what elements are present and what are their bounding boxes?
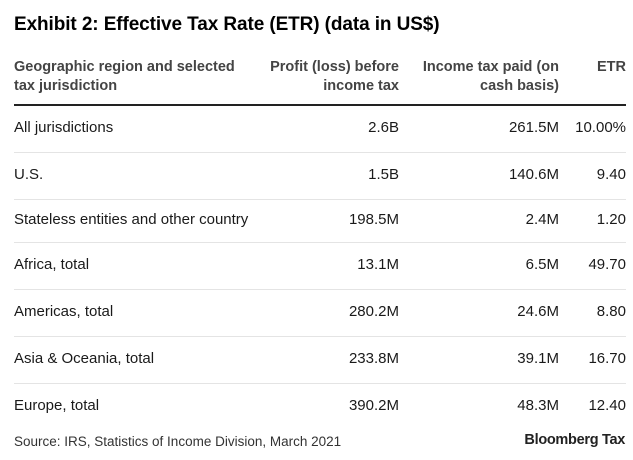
cell-region: Europe, total (14, 397, 100, 414)
cell-etr: 12.40 (588, 397, 626, 414)
cell-profit: 1.5B (254, 152, 399, 200)
header-income-tax: Income tax paid (on cash basis) (399, 58, 559, 106)
table-row: Asia & Oceania, total 233.8M 39.1M 16.70 (14, 336, 626, 384)
cell-region: Stateless entities and other country (14, 199, 254, 243)
cell-region: All jurisdictions (14, 105, 254, 153)
cell-income-tax: 6.5M (399, 242, 559, 290)
table-row: Stateless entities and other country 198… (14, 199, 626, 243)
cell-etr: 9.40 (559, 152, 626, 200)
table-row: All jurisdictions 2.6B 261.5M 10.00% (14, 105, 626, 153)
cell-etr: 49.70 (559, 242, 626, 290)
source-note: Source: IRS, Statistics of Income Divisi… (14, 434, 342, 449)
table-row: Europe, total 390.2M 48.3M 12.40 (14, 384, 626, 431)
cell-profit: 2.6B (254, 105, 399, 153)
cell-etr: 1.20 (559, 199, 626, 243)
cell-etr: 10.00% (559, 105, 626, 153)
cell-profit: 390.2M (348, 397, 399, 414)
cell-income-tax: 24.6M (399, 289, 559, 337)
cell-region: Africa, total (14, 242, 254, 290)
exhibit-title: Exhibit 2: Effective Tax Rate (ETR) (dat… (14, 14, 440, 35)
header-profit: Profit (loss) before income tax (254, 58, 399, 106)
cell-region: U.S. (14, 152, 254, 200)
cell-etr: 8.80 (559, 289, 626, 337)
cell-region: Americas, total (14, 289, 254, 337)
cell-etr: 16.70 (559, 336, 626, 384)
cell-profit: 13.1M (254, 242, 399, 290)
cell-profit: 198.5M (254, 199, 399, 243)
header-region: Geographic region and selected tax juris… (14, 58, 254, 106)
cell-income-tax: 140.6M (399, 152, 559, 200)
table-row: Americas, total 280.2M 24.6M 8.80 (14, 289, 626, 337)
cell-region: Asia & Oceania, total (14, 336, 254, 384)
table-row: U.S. 1.5B 140.6M 9.40 (14, 152, 626, 200)
table-row: Africa, total 13.1M 6.5M 49.70 (14, 242, 626, 290)
etr-table: Geographic region and selected tax juris… (14, 58, 626, 430)
cell-profit: 233.8M (254, 336, 399, 384)
cell-profit: 280.2M (254, 289, 399, 337)
cell-income-tax: 2.4M (399, 199, 559, 243)
bloomberg-tax-logo: Bloomberg Tax (524, 432, 625, 448)
cell-income-tax: 48.3M (517, 397, 559, 414)
header-etr: ETR (559, 58, 626, 106)
table-header-row: Geographic region and selected tax juris… (14, 58, 626, 106)
cell-income-tax: 39.1M (399, 336, 559, 384)
cell-income-tax: 261.5M (399, 105, 559, 153)
